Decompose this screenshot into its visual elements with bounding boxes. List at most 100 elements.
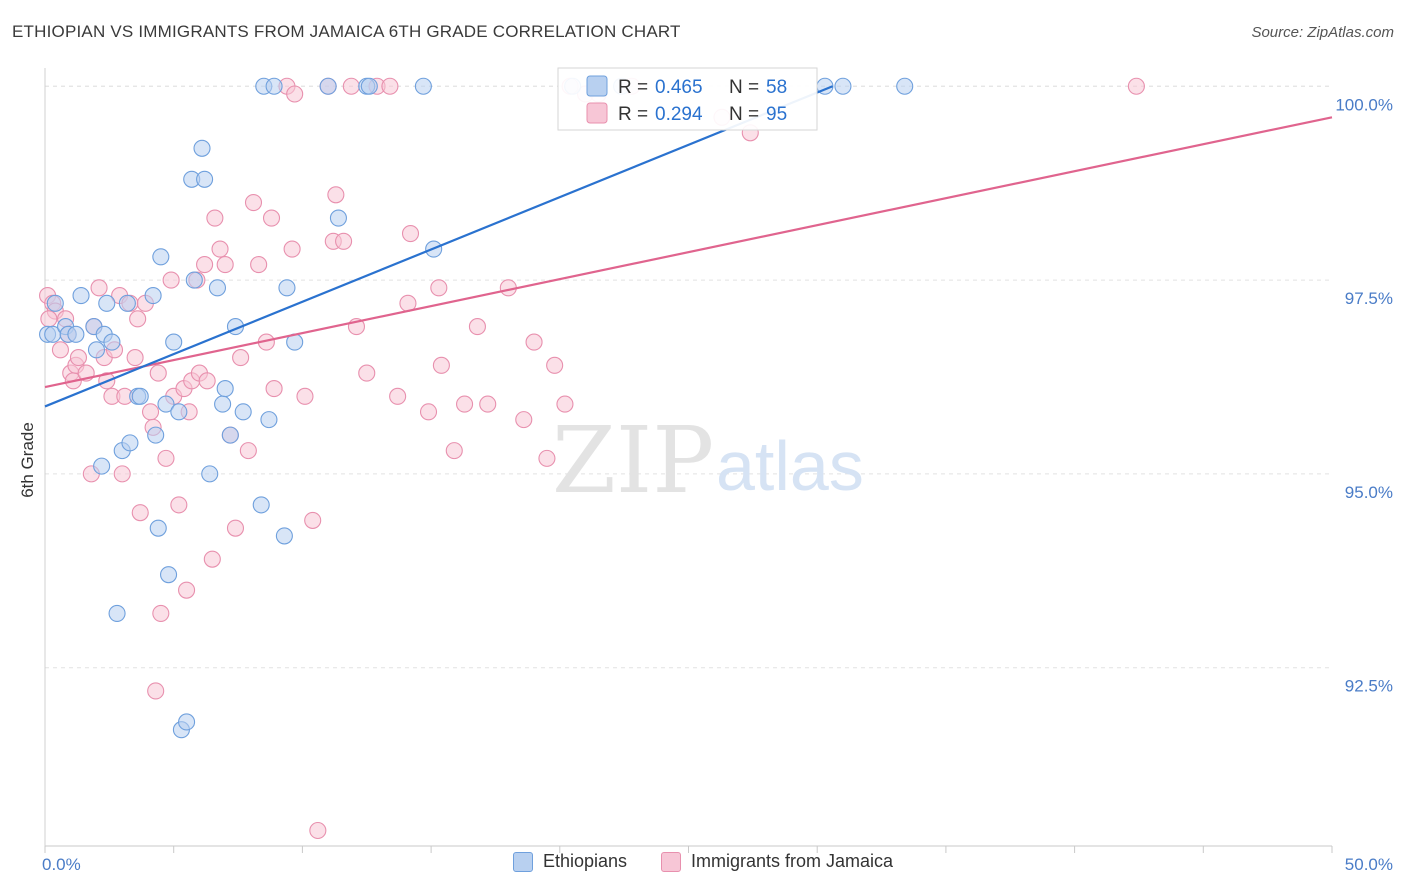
point-jamaica bbox=[232, 349, 250, 367]
bottom-legend: Ethiopians Immigrants from Jamaica bbox=[0, 851, 1406, 872]
point-ethiopians bbox=[260, 411, 278, 429]
point-ethiopians bbox=[157, 395, 175, 413]
point-ethiopians bbox=[118, 294, 136, 312]
series-jamaica-points bbox=[39, 77, 1145, 840]
point-jamaica bbox=[206, 209, 224, 227]
point-ethiopians bbox=[208, 279, 227, 297]
point-jamaica bbox=[226, 519, 245, 537]
point-jamaica bbox=[265, 380, 283, 398]
point-ethiopians bbox=[216, 380, 234, 398]
point-jamaica bbox=[342, 77, 360, 95]
point-ethiopians bbox=[275, 527, 293, 545]
point-jamaica bbox=[203, 550, 221, 568]
y-tick-label: 92.5% bbox=[1345, 677, 1393, 696]
point-ethiopians bbox=[414, 77, 432, 95]
point-jamaica bbox=[113, 465, 131, 483]
point-jamaica bbox=[430, 279, 448, 297]
point-ethiopians bbox=[201, 465, 219, 483]
legend-n-value-ethiopians: 58 bbox=[766, 77, 787, 98]
trend-line-ethiopians bbox=[44, 85, 834, 408]
point-jamaica bbox=[556, 395, 574, 413]
point-ethiopians bbox=[160, 566, 178, 584]
point-ethiopians bbox=[72, 287, 90, 305]
point-jamaica bbox=[296, 387, 314, 405]
point-ethiopians bbox=[108, 604, 126, 622]
point-jamaica bbox=[381, 77, 399, 95]
trend-line-jamaica bbox=[44, 116, 1333, 389]
point-jamaica bbox=[358, 364, 376, 382]
point-jamaica bbox=[262, 209, 281, 227]
point-ethiopians bbox=[834, 77, 852, 95]
point-ethiopians bbox=[234, 403, 252, 421]
point-ethiopians bbox=[165, 333, 183, 351]
point-ethiopians bbox=[144, 287, 162, 305]
y-tick-label: 97.5% bbox=[1345, 289, 1393, 308]
point-jamaica bbox=[178, 581, 196, 599]
watermark-atlas: atlas bbox=[716, 427, 864, 505]
legend-item-jamaica: Immigrants from Jamaica bbox=[661, 851, 893, 872]
point-ethiopians bbox=[193, 139, 211, 157]
legend-n-label-ethiopians: N = bbox=[729, 77, 759, 98]
point-jamaica bbox=[283, 240, 301, 258]
legend-r-value-ethiopians: 0.465 bbox=[655, 77, 703, 98]
legend-item-ethiopians: Ethiopians bbox=[512, 851, 627, 872]
point-jamaica bbox=[152, 604, 170, 622]
point-ethiopians bbox=[214, 395, 232, 413]
point-ethiopians bbox=[93, 457, 111, 475]
point-jamaica bbox=[141, 403, 160, 421]
point-jamaica bbox=[479, 395, 497, 413]
point-jamaica bbox=[244, 193, 263, 212]
watermark-zip: ZIP bbox=[552, 407, 714, 514]
point-ethiopians bbox=[147, 426, 165, 444]
point-ethiopians bbox=[67, 325, 85, 343]
legend-n-label-jamaica: N = bbox=[729, 104, 759, 125]
point-jamaica bbox=[286, 85, 304, 103]
legend-bottom-label-jamaica: Immigrants from Jamaica bbox=[691, 851, 894, 871]
legend-bottom-swatch-ethiopians bbox=[512, 851, 533, 872]
point-ethiopians bbox=[360, 77, 378, 95]
point-jamaica bbox=[51, 341, 69, 359]
axes bbox=[44, 68, 1332, 847]
series-ethiopians-points bbox=[39, 77, 914, 739]
y-tick-label: 95.0% bbox=[1345, 483, 1393, 502]
point-jamaica bbox=[304, 511, 322, 529]
legend-n-value-jamaica: 95 bbox=[766, 104, 787, 125]
point-jamaica bbox=[170, 496, 188, 514]
point-ethiopians bbox=[896, 77, 914, 95]
point-ethiopians bbox=[121, 434, 139, 452]
x-tick-label: 50.0% bbox=[1345, 855, 1393, 874]
point-ethiopians bbox=[278, 279, 296, 297]
legend-bottom-swatch-jamaica bbox=[661, 851, 681, 872]
point-ethiopians bbox=[87, 341, 106, 359]
point-jamaica bbox=[126, 349, 144, 367]
point-jamaica bbox=[389, 387, 407, 405]
legend-r-label-ethiopians: R = bbox=[618, 77, 648, 98]
point-jamaica bbox=[525, 333, 543, 351]
point-ethiopians bbox=[152, 248, 170, 266]
point-jamaica bbox=[515, 411, 533, 429]
point-ethiopians bbox=[170, 403, 188, 421]
point-jamaica bbox=[538, 449, 556, 467]
point-jamaica bbox=[40, 310, 58, 328]
point-jamaica bbox=[250, 256, 268, 274]
point-ethiopians bbox=[46, 294, 64, 312]
watermark: ZIP atlas bbox=[552, 407, 864, 514]
legend-swatch-ethiopians bbox=[586, 75, 608, 97]
point-jamaica bbox=[335, 232, 353, 250]
legend-bottom-label-ethiopians: Ethiopians bbox=[542, 851, 627, 871]
point-jamaica bbox=[149, 364, 167, 382]
point-jamaica bbox=[147, 682, 165, 700]
point-jamaica bbox=[131, 504, 149, 522]
point-ethiopians bbox=[98, 294, 116, 312]
point-jamaica bbox=[239, 442, 257, 460]
point-ethiopians bbox=[178, 713, 196, 731]
point-ethiopians bbox=[149, 519, 167, 537]
point-jamaica bbox=[90, 279, 108, 297]
point-jamaica bbox=[546, 356, 564, 374]
point-ethiopians bbox=[185, 271, 203, 289]
point-jamaica bbox=[162, 271, 180, 289]
point-jamaica bbox=[157, 449, 175, 467]
chart-title: ETHIOPIAN VS IMMIGRANTS FROM JAMAICA 6TH… bbox=[12, 22, 681, 41]
point-jamaica bbox=[211, 240, 229, 258]
